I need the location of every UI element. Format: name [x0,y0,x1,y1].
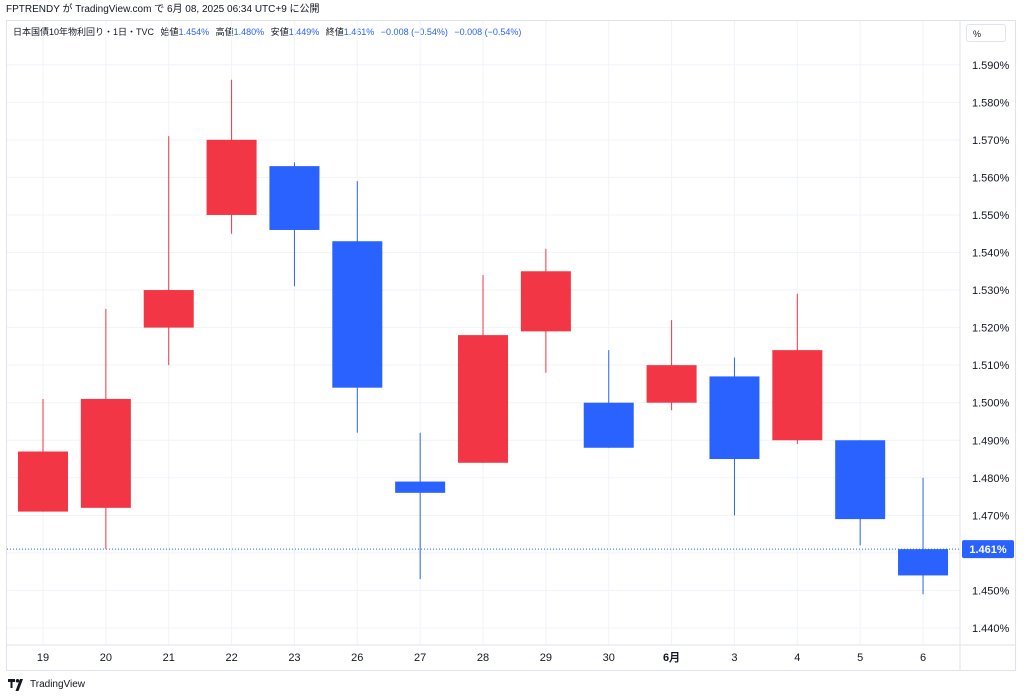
y-tick-label: 1.510% [972,360,1010,372]
x-tick-label: 23 [288,652,300,664]
x-tick-label: 30 [603,652,615,664]
x-tick-label: 29 [540,652,552,664]
candle-body [835,440,886,520]
candle-body [18,451,68,512]
open-label: 始値 [160,27,179,37]
x-tick-label: 22 [225,652,237,664]
candle-body [709,376,760,460]
candle-body [206,139,257,215]
x-tick-label: 5 [857,652,863,664]
y-tick-label: 1.470% [972,510,1010,522]
candle-body [646,365,697,403]
x-tick-label: 6 [920,652,926,664]
y-tick-label: 1.570% [972,135,1010,147]
candle-body [772,350,823,441]
y-tick-label: 1.560% [972,172,1010,184]
symbol-title[interactable]: 日本国債10年物利回り・1日・TVC [13,27,155,37]
symbol-legend: 日本国債10年物利回り・1日・TVC 始値1.454% 高値1.480% 安値1… [13,25,521,39]
footer: TradingView [8,677,85,693]
y-tick-label: 1.550% [972,210,1010,222]
high-label: 高値 [215,27,234,37]
candle-body [332,241,383,388]
x-tick-label: 27 [414,652,426,664]
footer-brand[interactable]: TradingView [30,679,86,690]
candle-body [395,481,446,493]
candle-body [80,398,131,508]
y-tick-label: 1.450% [972,585,1010,597]
y-tick-label: 1.520% [972,323,1010,335]
x-tick-label: 6月 [663,651,680,664]
x-tick-label: 20 [100,652,112,664]
unit-button[interactable]: % [966,24,1006,42]
y-tick-label: 1.590% [972,60,1010,72]
open-value: 1.454% [178,27,210,37]
change-value-2: −0.008 (−0.54%) [454,27,522,37]
candle-body [458,335,509,463]
y-tick-label: 1.480% [972,473,1010,485]
x-tick-label: 19 [37,652,49,664]
x-tick-label: 28 [477,652,489,664]
chart-frame [6,20,1016,671]
high-value: 1.480% [233,27,265,37]
y-tick-label: 1.440% [972,623,1010,635]
x-tick-label: 21 [163,652,175,664]
candle-body [143,290,194,328]
x-tick-label: 4 [794,652,800,664]
close-value: 1.461% [343,27,375,37]
x-tick-label: 26 [351,652,363,664]
y-tick-label: 1.540% [972,248,1010,260]
candle-body [269,166,320,230]
x-tick-label: 3 [731,652,737,664]
close-label: 終値 [325,27,344,37]
last-price-label: 1.461% [969,544,1007,556]
y-tick-label: 1.580% [972,97,1010,109]
candle-body [898,549,949,576]
y-tick-label: 1.530% [972,285,1010,297]
published-info: FPTRENDY が TradingView.com で 6月 08, 2025… [0,0,1024,20]
tradingview-logo-icon[interactable] [8,679,26,691]
candle-body [583,402,634,448]
low-value: 1.449% [288,27,320,37]
change-value: −0.008 (−0.54%) [380,27,448,37]
y-tick-label: 1.490% [972,435,1010,447]
low-label: 安値 [270,27,289,37]
y-tick-label: 1.500% [972,398,1010,410]
candle-body [520,271,571,332]
last-price-badge [962,540,1014,559]
